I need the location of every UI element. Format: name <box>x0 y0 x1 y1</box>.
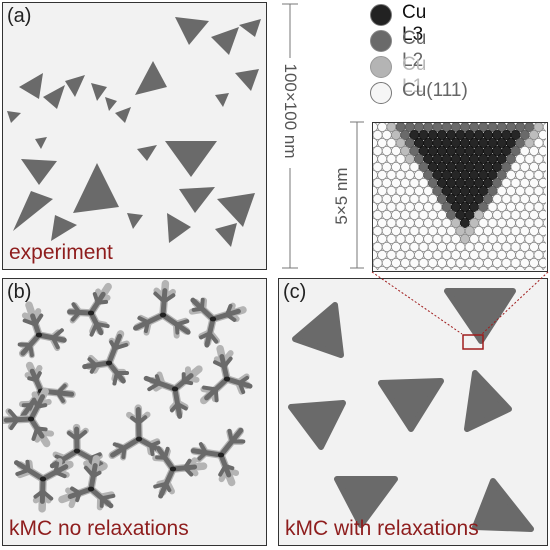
legend-label-cu-l3: Cu L3 <box>402 2 427 45</box>
panel-kmc-with-relaxations: (c) kMC with relaxations <box>278 278 548 546</box>
panel-a-label: (a) <box>7 5 32 27</box>
atom <box>538 258 547 268</box>
fractal-island <box>3 387 55 448</box>
legend-label-cu-l1: Cu L1 <box>402 54 427 97</box>
fractal-island <box>17 301 67 359</box>
fractal-island <box>143 365 203 419</box>
fractal-island <box>133 279 191 339</box>
panel-c-caption: kMC with relaxations <box>285 517 479 540</box>
panel-a-caption: experiment <box>9 241 113 264</box>
atom <box>538 162 547 172</box>
fractal-island <box>190 427 246 487</box>
legend-label-cu111: Cu(111) <box>402 80 468 101</box>
panel-b-caption: kMC no relaxations <box>9 517 189 540</box>
fractal-island <box>108 404 164 461</box>
triangular-islands <box>288 288 534 532</box>
panel-experiment: (a) experiment <box>2 2 267 270</box>
atomic-inset <box>372 122 548 272</box>
panel-kmc-no-relaxations: (b) kMC no relaxations <box>2 278 267 546</box>
atom <box>538 226 547 236</box>
atomic-lattice <box>373 123 547 271</box>
panel-c-label: (c) <box>283 281 307 303</box>
atom <box>538 178 547 188</box>
legend-label-cu-l2: Cu L2 <box>402 28 427 71</box>
fractal-island <box>152 446 208 499</box>
legend-swatch-cu-l3 <box>370 4 392 26</box>
legend-swatch-cu-l2 <box>370 30 392 52</box>
small-scale-bar <box>350 121 364 269</box>
zoom-box <box>462 334 484 350</box>
fractal-island <box>188 297 247 348</box>
atom <box>538 242 547 252</box>
fractal-island <box>82 330 130 386</box>
panel-b-label: (b) <box>7 281 32 303</box>
atom <box>538 210 547 220</box>
small-scale-label: 5×5 nm <box>332 167 351 225</box>
legend-swatch-cu111 <box>370 82 392 104</box>
fractal-island <box>200 344 253 405</box>
fractal-island <box>66 282 112 337</box>
fractal-island <box>13 458 74 513</box>
large-scale-label: 100×100 nm <box>281 63 300 159</box>
atom <box>538 130 547 140</box>
experiment-islands <box>7 17 261 247</box>
atom <box>538 194 547 204</box>
legend: Cu L3 Cu L2 Cu L1 Cu(111) <box>368 2 548 112</box>
atom <box>538 146 547 156</box>
fractal-island <box>58 455 116 511</box>
fractal-islands <box>3 279 253 513</box>
large-scale-bar <box>282 3 298 269</box>
legend-swatch-cu-l1 <box>370 56 392 78</box>
